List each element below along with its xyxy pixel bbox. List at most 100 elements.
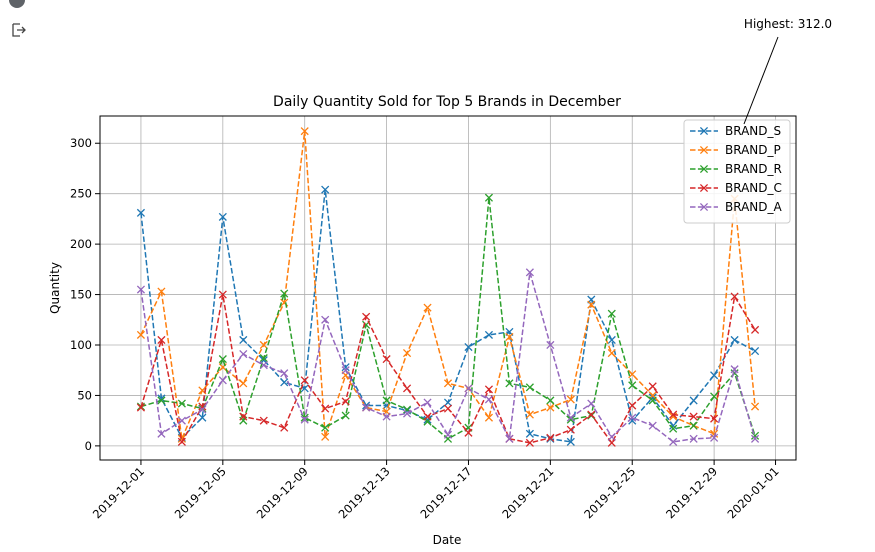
data-point-marker [669,421,678,430]
data-point-marker [177,437,186,446]
data-point-marker [423,415,432,424]
data-point-marker [423,398,432,407]
data-point-marker [443,430,453,439]
y-axis-label: Quantity [48,262,62,314]
data-point-marker [566,395,575,404]
data-point-marker [177,416,186,425]
data-point-marker [730,365,739,374]
data-point-marker [546,433,555,442]
x-tick-label: 2019-12-05 [172,464,229,521]
x-tick-label: 2019-12-13 [336,464,393,521]
data-point-marker [750,402,760,411]
data-point-marker [628,370,637,379]
legend-box [683,119,791,224]
data-point-marker [239,379,248,388]
data-point-marker [239,350,248,359]
data-point-marker [280,369,289,378]
data-point-marker [505,434,514,443]
series-line [140,131,756,442]
data-point-marker [689,412,698,421]
data-point-marker [750,346,760,356]
legend-marker [699,164,709,174]
data-point-marker [484,413,494,422]
data-point-marker [525,268,534,277]
data-point-marker [341,411,350,420]
data-point-marker [628,413,637,422]
y-tick-label: 100 [70,338,92,352]
data-point-marker [341,397,350,406]
x-tick-label: 2020-01-01 [724,464,781,521]
data-point-marker [710,414,719,423]
data-point-marker [239,335,248,345]
chart-title: Daily Quantity Sold for Top 5 Brands in … [273,94,621,110]
data-point-marker [402,384,412,393]
output-toggle-icon[interactable] [11,22,27,38]
legend-marker [699,145,709,155]
y-tick-label: 300 [70,136,92,150]
data-point-marker [321,185,330,194]
annotation-arrow [743,36,779,125]
run-cell-icon[interactable] [9,0,25,8]
data-point-marker [464,342,473,352]
data-point-marker [157,396,166,405]
data-point-marker [341,366,350,375]
data-point-marker [443,379,453,388]
data-point-marker [505,379,514,388]
data-point-marker [136,208,146,217]
x-tick-label: 2019-12-17 [417,464,474,521]
data-point-marker [505,332,514,341]
data-point-marker [300,376,309,385]
data-point-marker [566,437,575,446]
data-point-marker [689,421,698,430]
data-point-marker [525,383,534,392]
data-point-marker [382,355,391,364]
data-point-marker [259,416,268,425]
data-point-marker [587,300,596,309]
data-point-marker [648,393,657,402]
legend-entry: BRAND_A [690,200,783,214]
legend-entry: BRAND_C [690,181,782,195]
data-point-marker [710,392,719,401]
data-point-marker [566,413,575,422]
data-point-marker [259,354,268,363]
legend-label: BRAND_C [725,181,782,195]
data-point-marker [484,385,494,394]
data-point-marker [546,340,555,350]
data-point-marker [546,396,555,405]
series-layer [136,127,760,447]
data-point-marker [484,193,494,202]
data-point-marker [136,285,146,294]
data-point-marker [321,423,330,432]
data-point-marker [484,395,494,404]
data-point-marker [280,378,289,387]
legend-label: BRAND_A [725,200,783,214]
data-point-marker [566,425,575,434]
data-point-marker [239,412,248,421]
data-point-marker [198,405,207,414]
axes-frame [99,115,797,461]
data-point-marker [402,409,412,418]
data-point-marker [750,431,760,440]
data-point-marker [730,335,739,345]
legend-marker [699,126,709,136]
x-axis-label: Date [433,533,462,547]
data-point-marker [321,404,330,413]
data-point-marker [607,309,616,318]
annotation-label: Highest: 312.0 [744,17,832,31]
data-point-marker [198,413,207,422]
data-point-marker [669,424,678,433]
data-point-marker [669,437,678,446]
legend: BRAND_S BRAND_P BRAND_R BRAND_C BRAND_A [683,119,791,224]
data-point-marker [443,434,453,443]
x-tick-label: 2019-12-25 [581,464,638,521]
data-point-marker [464,384,473,393]
data-point-marker [259,361,268,370]
data-point-marker [280,289,289,298]
y-tick-label: 150 [70,288,92,302]
data-point-marker [362,312,371,321]
data-point-marker [750,434,760,443]
series-brand-s [136,185,760,446]
notebook-cell-toolbar [0,0,875,37]
series-brand-c [136,290,760,447]
